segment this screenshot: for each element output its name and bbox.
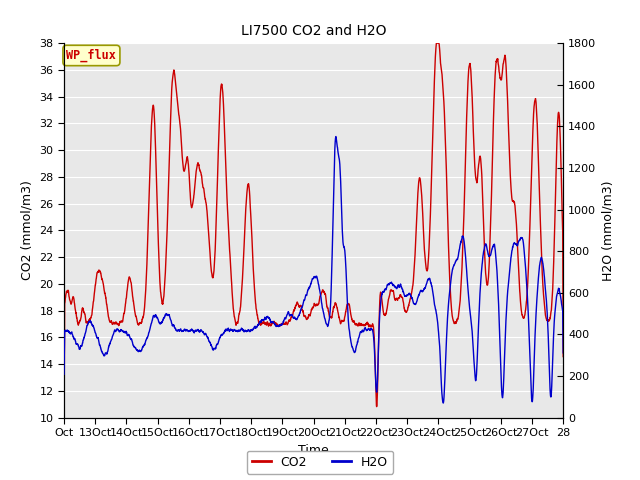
- Y-axis label: CO2 (mmol/m3): CO2 (mmol/m3): [20, 180, 34, 280]
- Text: WP_flux: WP_flux: [67, 49, 116, 62]
- Legend: CO2, H2O: CO2, H2O: [247, 451, 393, 474]
- Y-axis label: H2O (mmol/m3): H2O (mmol/m3): [602, 180, 615, 281]
- Title: LI7500 CO2 and H2O: LI7500 CO2 and H2O: [241, 24, 387, 38]
- X-axis label: Time: Time: [298, 444, 329, 456]
